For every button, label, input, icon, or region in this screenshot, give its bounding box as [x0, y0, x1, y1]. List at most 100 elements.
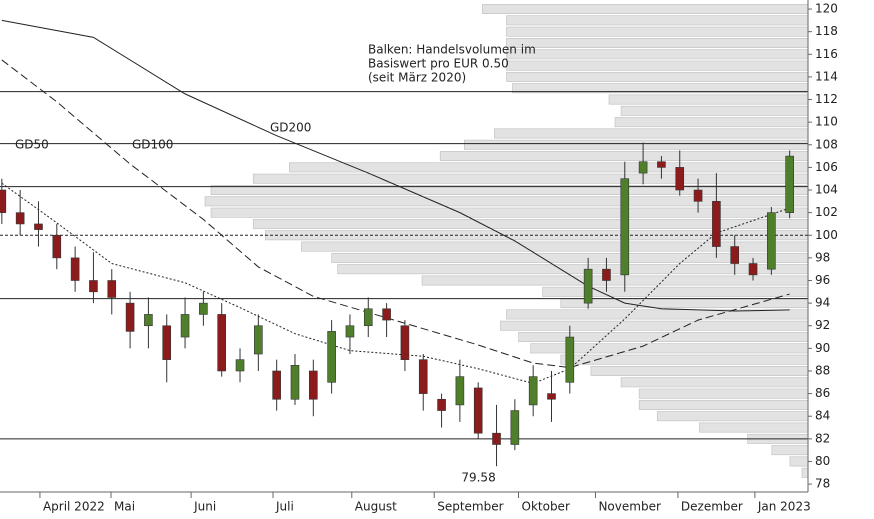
- candle-body: [34, 223, 43, 230]
- series-label: GD200: [270, 121, 311, 135]
- y-tick-label: 80: [815, 454, 830, 468]
- candle-body: [437, 398, 446, 411]
- candle-body: [730, 246, 740, 264]
- volume-bar: [421, 275, 809, 286]
- candle-body: [528, 376, 538, 406]
- candle-body: [565, 336, 575, 383]
- candle-body: [400, 325, 410, 360]
- candle-body: [327, 331, 336, 383]
- y-tick-label: 110: [815, 115, 838, 129]
- volume-bar: [463, 139, 809, 150]
- candle-body: [638, 161, 648, 174]
- moving-average: [1, 19, 790, 312]
- candle-body: [693, 189, 703, 202]
- candle-body: [492, 432, 501, 445]
- volume-bar: [494, 128, 809, 139]
- candle-body: [748, 263, 758, 276]
- volume-bar: [500, 320, 809, 331]
- candle-body: [602, 268, 611, 281]
- volume-bar: [789, 456, 809, 467]
- candle-body: [510, 410, 520, 445]
- x-tick-label: November: [598, 500, 660, 514]
- volume-bar: [656, 411, 809, 422]
- candle-body: [675, 167, 685, 191]
- candle-body: [547, 393, 556, 400]
- series-label: GD100: [132, 138, 173, 152]
- volume-bar: [771, 445, 809, 456]
- volume-bar: [506, 309, 809, 320]
- candle-body: [162, 325, 172, 360]
- x-tick-label: Mai: [114, 500, 135, 514]
- candle-body: [89, 280, 98, 293]
- y-tick-label: 102: [815, 205, 838, 219]
- volume-bar: [506, 38, 809, 48]
- volume-bar: [252, 218, 809, 229]
- candle-body: [712, 201, 721, 247]
- low-label: 79.58: [461, 471, 495, 485]
- volume-bar: [614, 117, 809, 128]
- x-tick-label: Jan 2023: [757, 500, 811, 514]
- x-tick-label: Dezember: [681, 500, 743, 514]
- volume-bar: [590, 366, 809, 376]
- candle-body: [363, 308, 373, 327]
- y-tick-label: 106: [815, 160, 838, 174]
- candle-body: [0, 189, 7, 213]
- candle-body: [125, 302, 135, 332]
- volume-bar: [439, 151, 809, 162]
- x-tick-label: Juli: [275, 500, 294, 514]
- volume-bar: [506, 60, 809, 71]
- candle-body: [217, 314, 226, 372]
- volume-bar: [289, 162, 809, 173]
- y-tick-label: 92: [815, 318, 830, 332]
- candle-body: [70, 257, 80, 281]
- y-tick-label: 104: [815, 183, 838, 197]
- candle-body: [199, 302, 208, 315]
- candle-body: [455, 376, 465, 406]
- volume-bar: [337, 264, 809, 275]
- candle-body: [418, 359, 428, 394]
- annotation: Basiswert pro EUR 0.50: [368, 57, 509, 71]
- y-tick-label: 98: [815, 250, 830, 264]
- annotation: (seit März 2020): [368, 71, 466, 85]
- y-tick-label: 118: [815, 24, 838, 38]
- y-tick-label: 82: [815, 431, 830, 445]
- y-tick-label: 112: [815, 92, 838, 106]
- y-tick-label: 100: [815, 228, 838, 242]
- candle-body: [583, 268, 593, 304]
- volume-bar: [608, 94, 809, 105]
- x-tick-label: August: [355, 500, 397, 514]
- y-tick-label: 84: [815, 409, 830, 423]
- x-tick-label: April 2022: [43, 500, 105, 514]
- volume-bar: [542, 286, 809, 297]
- x-tick-label: Juni: [193, 500, 216, 514]
- volume-bar: [801, 467, 809, 478]
- volume-bar: [506, 49, 809, 60]
- y-tick-label: 96: [815, 273, 830, 287]
- candle-body: [620, 178, 630, 276]
- candle-body: [52, 234, 62, 259]
- candle-body: [657, 161, 666, 168]
- volume-bar: [506, 15, 809, 26]
- candle-body: [290, 365, 300, 400]
- y-tick-label: 114: [815, 69, 838, 83]
- volume-bar: [620, 377, 809, 388]
- x-tick-label: Oktober: [522, 500, 570, 514]
- candle-body: [473, 387, 483, 434]
- candle-body: [107, 280, 117, 298]
- y-tick-label: 94: [815, 296, 830, 310]
- candle-body: [382, 308, 391, 321]
- candle-body: [272, 370, 281, 400]
- x-tick-label: September: [437, 500, 503, 514]
- candle-body: [785, 155, 794, 213]
- y-tick-label: 120: [815, 2, 838, 16]
- candle-body: [767, 212, 776, 270]
- y-tick-label: 78: [815, 477, 830, 491]
- y-tick-label: 88: [815, 363, 830, 377]
- volume-bar: [482, 4, 809, 15]
- volume-bar: [506, 71, 809, 82]
- y-tick-label: 116: [815, 47, 838, 61]
- annotation: Balken: Handelsvolumen im: [368, 43, 536, 57]
- candle-body: [144, 314, 153, 327]
- candle-body: [309, 370, 318, 400]
